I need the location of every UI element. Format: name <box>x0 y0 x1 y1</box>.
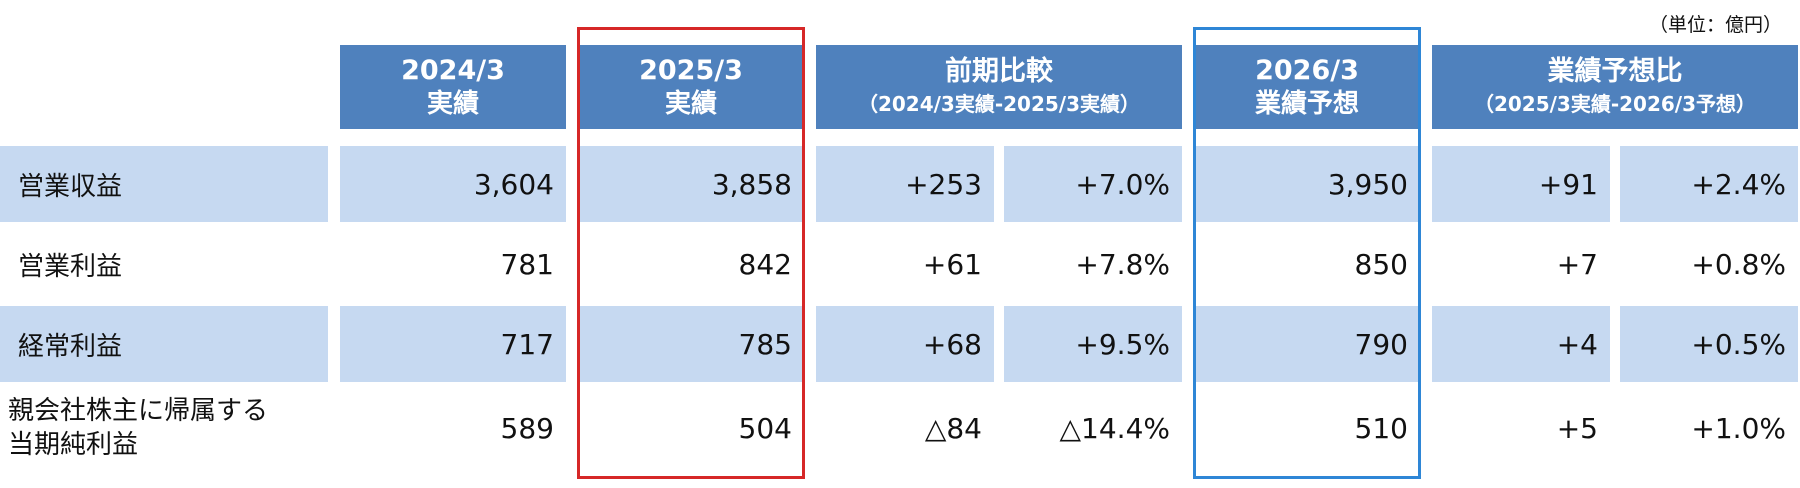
cell-forecast-pct: +0.5% <box>1620 306 1798 382</box>
header-forecast-compare-sub: （2025/3実績-2026/3予想） <box>1473 92 1757 116</box>
cell-fy2026: 3,950 <box>1194 146 1420 222</box>
cell-fy2025: 504 <box>738 411 792 445</box>
header-prev-compare-sub: （2024/3実績-2025/3実績） <box>857 92 1141 116</box>
cell-fy2024: 717 <box>340 306 566 382</box>
header-prev-compare: 前期比較 （2024/3実績-2025/3実績） <box>816 45 1182 129</box>
header-fy2026-year: 2026/3 <box>1255 55 1359 86</box>
cell-diff: +68 <box>816 306 994 382</box>
cell-fy2024: 589 <box>500 411 554 445</box>
cell-fy2024: 3,604 <box>340 146 566 222</box>
row-label: 営業収益 <box>0 146 328 222</box>
cell-forecast-diff: +5 <box>1556 411 1598 445</box>
cell-forecast-diff: +4 <box>1432 306 1610 382</box>
header-forecast-compare: 業績予想比 （2025/3実績-2026/3予想） <box>1432 45 1798 129</box>
cell-fy2026: 510 <box>1354 411 1408 445</box>
cell-fy2026: 850 <box>1354 247 1408 281</box>
cell-pct: +7.8% <box>1075 247 1170 281</box>
row-label: 経常利益 <box>0 306 328 382</box>
header-fy2025-type: 実績 <box>664 89 717 119</box>
header-prev-compare-title: 前期比較 <box>945 56 1053 87</box>
cell-diff: +253 <box>816 146 994 222</box>
header-fy2026-type: 業績予想 <box>1254 89 1359 119</box>
unit-label: （単位：億円） <box>1648 14 1782 36</box>
cell-forecast-pct: +2.4% <box>1620 146 1798 222</box>
header-fy2024: 2024/3 実績 <box>340 45 566 129</box>
header-fy2024-type: 実績 <box>426 89 479 119</box>
header-fy2025-year: 2025/3 <box>639 55 743 86</box>
cell-forecast-pct: +0.8% <box>1691 247 1786 281</box>
cell-fy2025: 785 <box>578 306 804 382</box>
row-label: 親会社株主に帰属する 当期純利益 <box>0 386 328 470</box>
header-fy2026: 2026/3 業績予想 <box>1194 45 1420 129</box>
cell-pct: +9.5% <box>1004 306 1182 382</box>
cell-fy2024: 781 <box>500 247 554 281</box>
header-fy2025: 2025/3 実績 <box>578 45 804 129</box>
cell-fy2026: 790 <box>1194 306 1420 382</box>
cell-forecast-pct: +1.0% <box>1691 411 1786 445</box>
cell-fy2025: 3,858 <box>578 146 804 222</box>
row-label-line1: 親会社株主に帰属する <box>8 396 269 426</box>
cell-pct: △14.4% <box>1059 411 1170 445</box>
cell-diff: △84 <box>924 411 982 445</box>
cell-forecast-diff: +7 <box>1556 247 1598 281</box>
header-forecast-compare-title: 業績予想比 <box>1547 56 1683 87</box>
row-label: 営業利益 <box>18 251 123 282</box>
cell-fy2025: 842 <box>738 247 792 281</box>
header-fy2024-year: 2024/3 <box>401 55 505 86</box>
row-label-line2: 当期純利益 <box>8 430 139 460</box>
cell-forecast-diff: +91 <box>1432 146 1610 222</box>
cell-pct: +7.0% <box>1004 146 1182 222</box>
cell-diff: +61 <box>922 247 982 281</box>
